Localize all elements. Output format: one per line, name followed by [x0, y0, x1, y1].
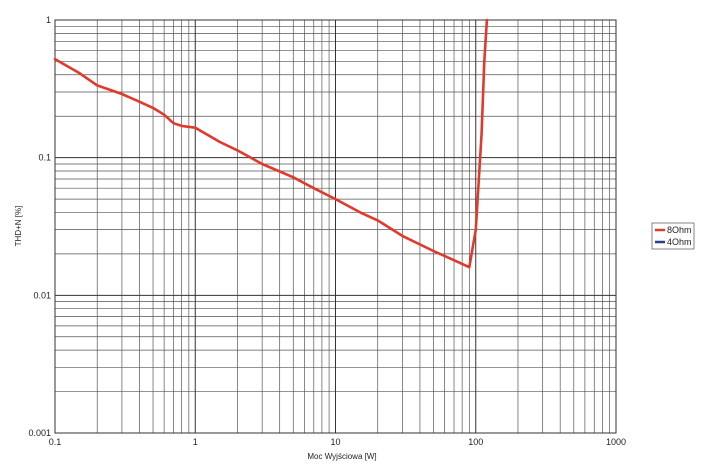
legend-label-4ohm: 4Ohm	[667, 237, 692, 247]
legend-label-8ohm: 8Ohm	[667, 225, 692, 235]
legend: 8Ohm 4Ohm	[651, 222, 695, 250]
x-tick-label: 1	[193, 437, 198, 447]
x-axis-label: Moc Wyjściowa [W]	[307, 452, 376, 461]
series-line-8ohm	[53, 18, 489, 269]
x-tick-label: 1000	[606, 437, 626, 447]
x-tick-label: 0.1	[49, 437, 62, 447]
y-axis-label: THD+N [%]	[14, 206, 23, 247]
x-tick-labels: 0.1 1 10 100 1000	[49, 437, 626, 447]
y-tick-labels: 1 0.1 0.01 0.001	[28, 15, 51, 438]
y-tick-label: 1	[46, 15, 51, 25]
plot-frame	[54, 19, 617, 434]
legend-box	[651, 222, 695, 250]
y-tick-label: 0.001	[28, 428, 51, 438]
x-tick-label: 10	[330, 437, 340, 447]
y-tick-label: 0.01	[33, 290, 51, 300]
x-tick-label: 100	[468, 437, 483, 447]
series-layer	[53, 18, 489, 269]
y-tick-label: 0.1	[38, 153, 51, 163]
